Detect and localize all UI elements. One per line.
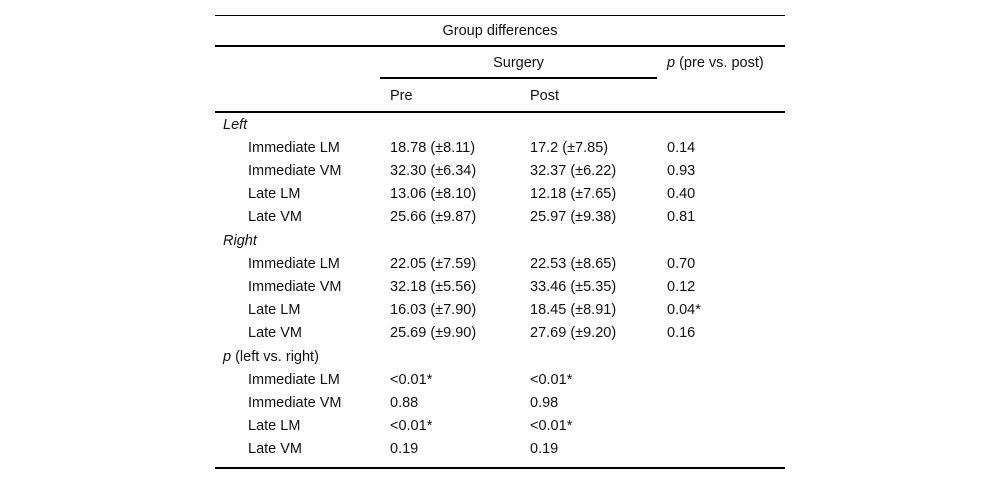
cell-post: <0.01* <box>530 372 573 388</box>
row-label: Immediate VM <box>248 395 342 411</box>
cell-pre: 0.19 <box>390 441 419 457</box>
row-label: Late VM <box>248 209 302 225</box>
table-row: Immediate VM 32.30 (±6.34) 32.37 (±6.22)… <box>215 160 785 183</box>
cell-pre: 25.66 (±9.87) <box>390 209 477 225</box>
cell-pre: 18.78 (±8.11) <box>390 140 476 156</box>
cell-p <box>657 438 785 461</box>
cell-post: 33.46 (±5.35) <box>530 279 617 295</box>
table-body: Left Immediate LM 18.78 (±8.11) 17.2 (±7… <box>215 113 785 461</box>
cell-p: 0.04* <box>667 302 701 318</box>
cell-post: <0.01* <box>530 418 573 434</box>
cell-pre: 32.30 (±6.34) <box>390 163 477 179</box>
table-row: Late VM 0.19 0.19 <box>215 438 785 461</box>
cell-pre: 32.18 (±5.56) <box>390 279 477 295</box>
cell-p: 0.40 <box>667 186 696 202</box>
col-header-pre: Pre <box>390 88 413 104</box>
statistics-table: Group differences Surgery p (pre vs. pos… <box>215 0 785 485</box>
table-row: Immediate LM 22.05 (±7.59) 22.53 (±8.65)… <box>215 253 785 276</box>
cell-post: 25.97 (±9.38) <box>530 209 617 225</box>
table-title: Group differences <box>442 23 558 39</box>
row-label: Immediate LM <box>248 140 340 156</box>
p-pre-post-rest: (pre vs. post) <box>675 55 764 71</box>
cell-post: 0.19 <box>530 441 559 457</box>
surgery-underline-rule <box>380 77 657 79</box>
table-row: Late LM <0.01* <0.01* <box>215 415 785 438</box>
col-header-p-pre-post: p (pre vs. post) <box>667 50 764 76</box>
p-left-right-rest: (left vs. right) <box>231 349 319 365</box>
cell-p: 0.12 <box>667 279 696 295</box>
cell-pre: 22.05 (±7.59) <box>390 256 477 272</box>
section-header-p-left-right: p (left vs. right) <box>215 345 785 369</box>
cell-post: 22.53 (±8.65) <box>530 256 617 272</box>
table-row: Late VM 25.66 (±9.87) 25.97 (±9.38) 0.81 <box>215 206 785 229</box>
section-header-left: Left <box>223 117 248 133</box>
cell-post: 12.18 (±7.65) <box>530 186 617 202</box>
cell-pre: <0.01* <box>390 418 433 434</box>
cell-p: 0.70 <box>667 256 696 272</box>
table-row: Immediate VM 32.18 (±5.56) 33.46 (±5.35)… <box>215 276 785 299</box>
cell-p <box>657 369 785 392</box>
row-label: Late VM <box>248 325 302 341</box>
row-label: Immediate LM <box>248 256 340 272</box>
table-row: Immediate LM <0.01* <0.01* <box>215 369 785 392</box>
cell-p <box>657 392 785 415</box>
cell-pre: <0.01* <box>390 372 433 388</box>
table-row: Late LM 16.03 (±7.90) 18.45 (±8.91) 0.04… <box>215 299 785 322</box>
cell-pre: 16.03 (±7.90) <box>390 302 477 318</box>
row-label: Immediate VM <box>248 279 342 295</box>
row-label: Immediate VM <box>248 163 342 179</box>
cell-post: 32.37 (±6.22) <box>530 163 617 179</box>
cell-post: 18.45 (±8.91) <box>530 302 617 318</box>
table-row: Late VM 25.69 (±9.90) 27.69 (±9.20) 0.16 <box>215 322 785 345</box>
header-rule <box>215 45 785 47</box>
top-rule <box>215 15 785 16</box>
cell-p <box>657 415 785 438</box>
cell-pre: 13.06 (±8.10) <box>390 186 477 202</box>
p-italic: p <box>667 55 676 71</box>
table-row: Immediate LM 18.78 (±8.11) 17.2 (±7.85) … <box>215 137 785 160</box>
cell-p: 0.14 <box>667 140 696 156</box>
cell-post: 0.98 <box>530 395 559 411</box>
row-label: Late LM <box>248 418 301 434</box>
row-label: Late VM <box>248 441 302 457</box>
table-row: Immediate VM 0.88 0.98 <box>215 392 785 415</box>
col-header-post: Post <box>530 88 560 104</box>
subheader-rule <box>215 111 785 113</box>
row-label: Late LM <box>248 302 301 318</box>
col-group-header-surgery: Surgery <box>493 55 544 71</box>
cell-pre: 25.69 (±9.90) <box>390 325 477 341</box>
cell-post: 17.2 (±7.85) <box>530 140 609 156</box>
cell-p: 0.16 <box>667 325 696 341</box>
cell-p: 0.93 <box>667 163 696 179</box>
row-label: Immediate LM <box>248 372 340 388</box>
cell-post: 27.69 (±9.20) <box>530 325 617 341</box>
cell-pre: 0.88 <box>390 395 419 411</box>
bottom-rule <box>215 467 785 469</box>
section-header-right: Right <box>223 233 257 249</box>
row-label: Late LM <box>248 186 301 202</box>
p-italic: p <box>223 349 232 365</box>
table-row: Late LM 13.06 (±8.10) 12.18 (±7.65) 0.40 <box>215 183 785 206</box>
cell-p: 0.81 <box>667 209 696 225</box>
subheader-row: Pre Post <box>215 82 785 110</box>
